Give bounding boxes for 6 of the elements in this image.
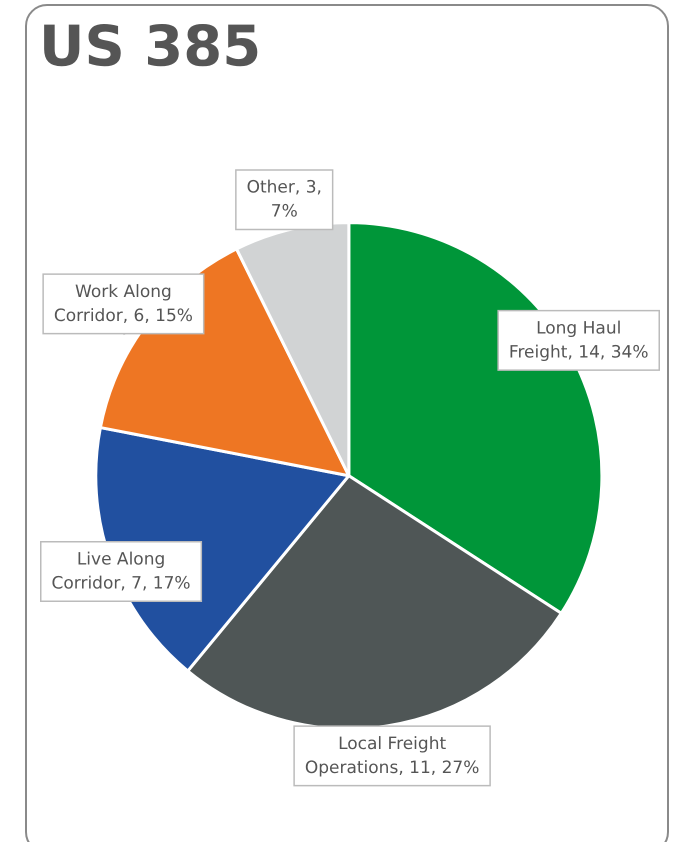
slice-label: Long Haul Freight, 14, 34% xyxy=(508,318,649,362)
slice-label: Work Along Corridor, 6, 15% xyxy=(54,282,193,326)
slice-label: Other, 3, 7% xyxy=(246,178,322,222)
slice-label: Local Freight Operations, 11, 27% xyxy=(304,734,480,778)
chart-title: US 385 xyxy=(39,14,262,80)
slice-label: Live Along Corridor, 7, 17% xyxy=(51,550,191,594)
